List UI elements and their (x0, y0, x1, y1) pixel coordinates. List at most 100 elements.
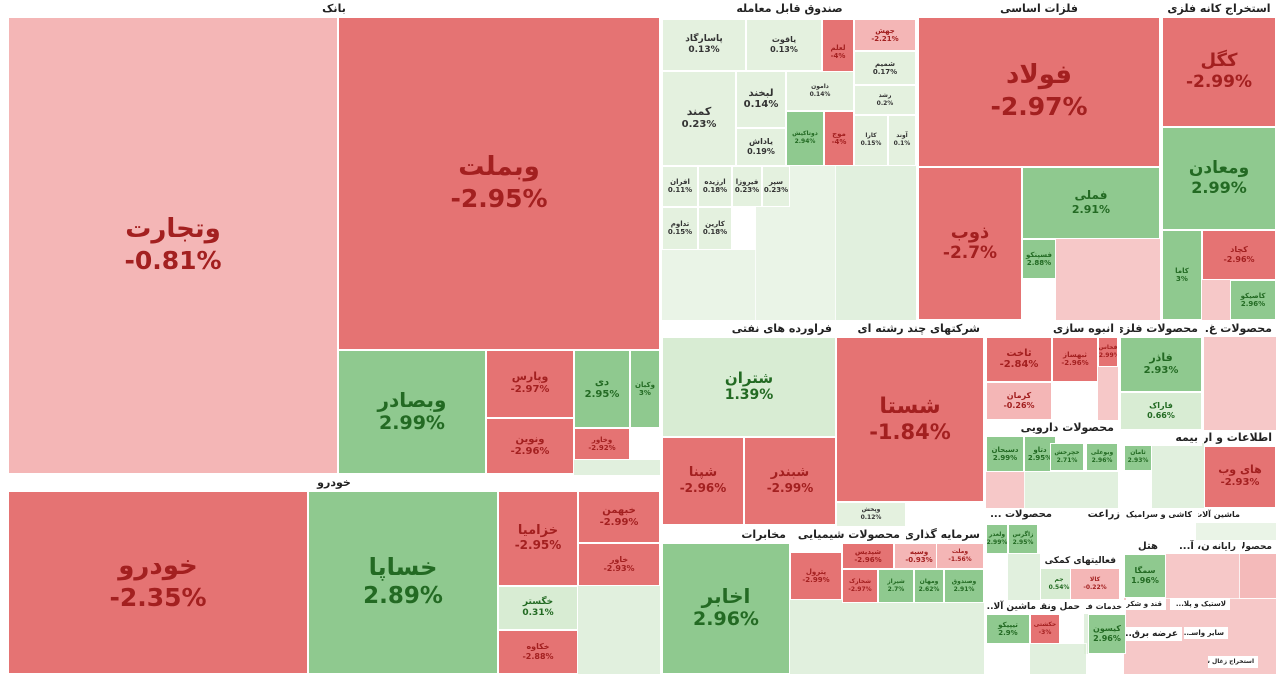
stock-tile[interactable]: شمیم 0.17% (854, 51, 916, 85)
stock-tile[interactable]: ونوین -2.96% (486, 418, 574, 474)
stock-tile[interactable]: ثاخت -2.84% (986, 337, 1052, 382)
stock-tile[interactable]: وبصادر 2.99% (338, 350, 486, 474)
tile-change: 0.18% (702, 228, 728, 237)
stock-tile[interactable]: دامون 0.14% (786, 71, 854, 111)
stock-tile[interactable]: رشد 0.2% (854, 85, 916, 115)
tile-symbol: شیراز (887, 577, 905, 585)
stock-tile[interactable]: موج -4% (824, 111, 854, 166)
stock-tile[interactable]: ومعادن 2.99% (1162, 127, 1276, 230)
tile-symbol: تیپیکو (998, 620, 1018, 629)
stock-tile[interactable]: کاصیکو 2.96% (1230, 280, 1276, 320)
stock-tile[interactable]: فخاس-2.99% (1098, 337, 1118, 367)
stock-tile[interactable]: کچاد -2.96% (1202, 230, 1276, 280)
stock-tile[interactable]: کاما 3% (1162, 230, 1202, 320)
stock-tile[interactable]: های وب -2.93% (1204, 446, 1276, 508)
stock-tile[interactable]: شبندر -2.99% (744, 437, 836, 525)
stock-tile[interactable]: خگستر 0.31% (498, 586, 578, 630)
stock-tile[interactable]: خزامیا -2.95% (498, 491, 578, 586)
stock-tile[interactable]: دوتاکیش 2.94% (786, 111, 824, 166)
stock-tile[interactable]: سپر 0.23% (762, 166, 790, 207)
sector-header: قند و شکر (1126, 598, 1166, 610)
tile-change: -0.26% (1003, 400, 1035, 410)
stock-tile[interactable]: فملی 2.91% (1022, 167, 1160, 239)
stock-tile[interactable]: وتجارت -0.81% (8, 17, 338, 474)
stock-tile[interactable]: شخارک -2.97% (842, 569, 878, 603)
stock-tile[interactable]: کیسون 2.96% (1088, 614, 1126, 654)
stock-tile[interactable]: کالا -0.22% (1070, 568, 1120, 600)
stock-tile[interactable]: سمگا 1.96% (1124, 554, 1166, 598)
stock-tile[interactable]: آوند 0.1% (888, 115, 916, 166)
stock-tile[interactable]: کگل -2.99% (1162, 17, 1276, 127)
stock-tile[interactable]: وکبان 3% (630, 350, 660, 428)
tile-symbol: یاداش (749, 137, 773, 147)
stock-tile[interactable]: وبوعلی 2.96% (1086, 443, 1118, 471)
tile-symbol: وملت (951, 547, 969, 555)
stock-tile[interactable]: شیراز 2.7% (878, 569, 914, 603)
stock-tile[interactable]: شپنا -2.96% (662, 437, 744, 525)
tile-change: 2.99% (379, 411, 445, 434)
stock-tile[interactable]: تیپیکو 2.9% (986, 614, 1030, 644)
stock-tile[interactable]: وصندوق 2.91% (944, 569, 984, 603)
sector-header: استخراج زغال سنگ (1208, 656, 1258, 668)
tile-symbol: لبخند (748, 87, 774, 99)
minor-tiles-area (577, 585, 661, 674)
tile-symbol: شتران (724, 368, 774, 387)
sector-header: خودرو (8, 475, 660, 491)
stock-tile[interactable]: ارزیده 0.18% (698, 166, 732, 207)
stock-tile[interactable]: وبملت -2.95% (338, 17, 660, 350)
stock-tile[interactable]: وپارس -2.97% (486, 350, 574, 418)
tile-change: 2.88% (1026, 258, 1052, 267)
stock-tile[interactable]: خکاوه -2.88% (498, 630, 578, 674)
stock-tile[interactable]: خاور -2.93% (578, 543, 660, 586)
stock-tile[interactable]: ومهان 2.62% (914, 569, 944, 603)
stock-tile[interactable]: خساپا 2.89% (308, 491, 498, 674)
stock-tile[interactable]: شتران 1.39% (662, 337, 836, 437)
tile-change: 0.18% (702, 186, 728, 195)
tile-change: -2.93% (603, 564, 635, 574)
stock-tile[interactable]: یاقوت 0.13% (746, 19, 822, 71)
stock-tile[interactable]: فیروزا 0.23% (732, 166, 762, 207)
stock-tile[interactable]: یاداش 0.19% (736, 128, 786, 166)
tile-symbol: جم (1054, 575, 1064, 583)
stock-tile[interactable]: ولغدر 2.99% (986, 524, 1008, 554)
stock-tile[interactable]: جهش -2.21% (854, 19, 916, 51)
tile-symbol: خزامیا (517, 522, 559, 538)
stock-tile[interactable]: افران 0.11% (662, 166, 698, 207)
stock-tile[interactable]: پترول -2.99% (790, 552, 842, 600)
stock-tile[interactable]: دی 2.95% (574, 350, 630, 428)
tile-change: 2.93% (1143, 364, 1179, 376)
stock-tile[interactable]: زاگرس 2.95% (1008, 524, 1038, 554)
tile-symbol: کرمان (1006, 391, 1032, 401)
stock-tile[interactable]: تداوم 0.15% (662, 207, 698, 250)
stock-tile[interactable]: فسپنکو 2.88% (1022, 239, 1056, 279)
stock-tile[interactable]: ثامان 2.93% (1124, 443, 1152, 471)
stock-tile[interactable]: کارا 0.15% (854, 115, 888, 166)
stock-tile[interactable]: کارین 0.18% (698, 207, 732, 250)
tile-symbol: پترول (805, 567, 827, 576)
stock-tile[interactable]: فاذر 2.93% (1120, 337, 1202, 392)
stock-tile[interactable]: وپخش 0.12% (836, 502, 906, 527)
stock-tile[interactable]: کرمان -0.26% (986, 382, 1052, 420)
stock-tile[interactable]: ثبهساز -2.96% (1052, 337, 1098, 382)
stock-tile[interactable]: پاسارگاد 0.13% (662, 19, 746, 71)
stock-tile[interactable]: شستا -1.84% (836, 337, 984, 502)
stock-tile[interactable]: دسبحان 2.99% (986, 436, 1024, 472)
sector-header: محصولات دارویی (986, 420, 1118, 436)
stock-tile[interactable]: فاراک 0.66% (1120, 392, 1202, 430)
stock-tile[interactable]: اخابر 2.96% (662, 543, 790, 674)
stock-tile[interactable]: وخاور -2.92% (574, 428, 630, 460)
tile-symbol: اخابر (701, 584, 751, 609)
stock-tile[interactable]: خودرو -2.35% (8, 491, 308, 674)
tile-change: 3% (1176, 274, 1188, 283)
tile-symbol: های وب (1218, 463, 1262, 477)
stock-tile[interactable]: شپدیس -2.96% (842, 543, 894, 569)
stock-tile[interactable]: فولاد -2.97% (918, 17, 1160, 167)
stock-tile[interactable]: خبهمن -2.99% (578, 491, 660, 543)
stock-tile[interactable]: وملت -1.56% (936, 543, 984, 569)
stock-tile[interactable]: خچرخش 2.71% (1050, 443, 1084, 471)
stock-tile[interactable]: ذوب -2.7% (918, 167, 1022, 320)
stock-tile[interactable]: کمند 0.23% (662, 71, 736, 166)
stock-tile[interactable]: حکشتی -3% (1030, 614, 1060, 644)
stock-tile[interactable]: لبخند 0.14% (736, 71, 786, 128)
